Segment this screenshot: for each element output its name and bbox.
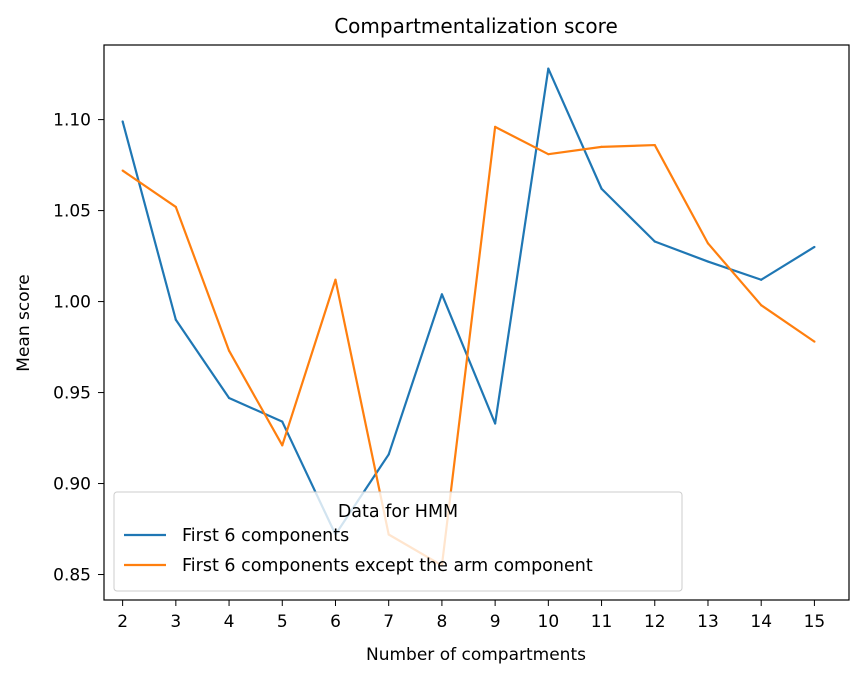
series-layer: [121, 67, 816, 567]
series-2-point: [174, 205, 177, 209]
series-1-point: [547, 67, 550, 70]
y-tick-label: 0.90: [53, 475, 91, 495]
legend-label-1: First 6 components: [182, 526, 349, 546]
legend-entries: First 6 components First 6 components exc…: [124, 526, 593, 576]
y-tick-label: 1.05: [53, 202, 91, 222]
y-tick-label: 1.00: [53, 293, 91, 313]
series-2-point: [600, 145, 603, 149]
plot-frame: [103, 44, 850, 601]
x-tick-label: 13: [697, 612, 719, 632]
series-1-point: [600, 187, 603, 190]
x-tick-label: 10: [538, 612, 560, 632]
x-axis-title: Number of compartments: [366, 645, 586, 665]
legend-box: [113, 491, 683, 592]
series-line-2: [122, 125, 816, 567]
x-axis-ticks: 2 3 4 5 6 7 8 9 10 11 12 13 14 15: [117, 600, 825, 632]
y-axis-title: Mean score: [14, 274, 34, 371]
series-2-point: [706, 242, 710, 245]
y-tick-label: 0.85: [53, 566, 91, 586]
chart-title: Compartmentalization score: [334, 14, 618, 38]
series-line-1: [121, 67, 815, 536]
series-2-point: [494, 125, 497, 128]
y-axis-ticks: 0.85 0.90 0.95 1.00 1.05 1.10: [53, 111, 104, 586]
series-1-point: [174, 318, 177, 321]
series-2-point: [281, 444, 284, 447]
x-tick-label: 8: [436, 612, 447, 632]
legend-title: Data for HMM: [338, 502, 458, 522]
x-tick-label: 9: [490, 612, 501, 632]
y-tick-label: 1.10: [53, 111, 91, 131]
series-2-point: [547, 153, 550, 156]
series-1-point: [653, 240, 656, 243]
series-1-point: [281, 420, 284, 423]
series-2-point: [227, 349, 231, 352]
series-2-point: [813, 340, 816, 343]
x-tick-label: 11: [591, 612, 613, 632]
series-1-point: [494, 422, 497, 425]
series-2-point: [760, 304, 763, 307]
x-tick-label: 12: [644, 612, 666, 632]
x-tick-label: 3: [170, 612, 181, 632]
series-2-point: [653, 143, 656, 147]
series-1-point: [121, 120, 124, 123]
series-2-point: [334, 278, 337, 281]
y-tick-label: 0.95: [53, 384, 91, 404]
x-tick-label: 15: [804, 612, 826, 632]
series-1-point: [760, 278, 763, 281]
series-1-point: [440, 293, 444, 296]
x-tick-label: 2: [117, 612, 128, 632]
series-1-point: [227, 396, 231, 400]
legend-label-2: First 6 components except the arm compon…: [182, 556, 593, 576]
x-tick-label: 4: [224, 612, 235, 632]
x-tick-label: 5: [277, 612, 288, 632]
x-tick-label: 6: [330, 612, 341, 632]
series-1-point: [706, 260, 710, 263]
series-1-point: [387, 453, 390, 456]
x-tick-label: 14: [750, 612, 772, 632]
series-2-point: [121, 169, 124, 172]
series-1-point: [813, 245, 816, 249]
x-tick-label: 7: [383, 612, 394, 632]
